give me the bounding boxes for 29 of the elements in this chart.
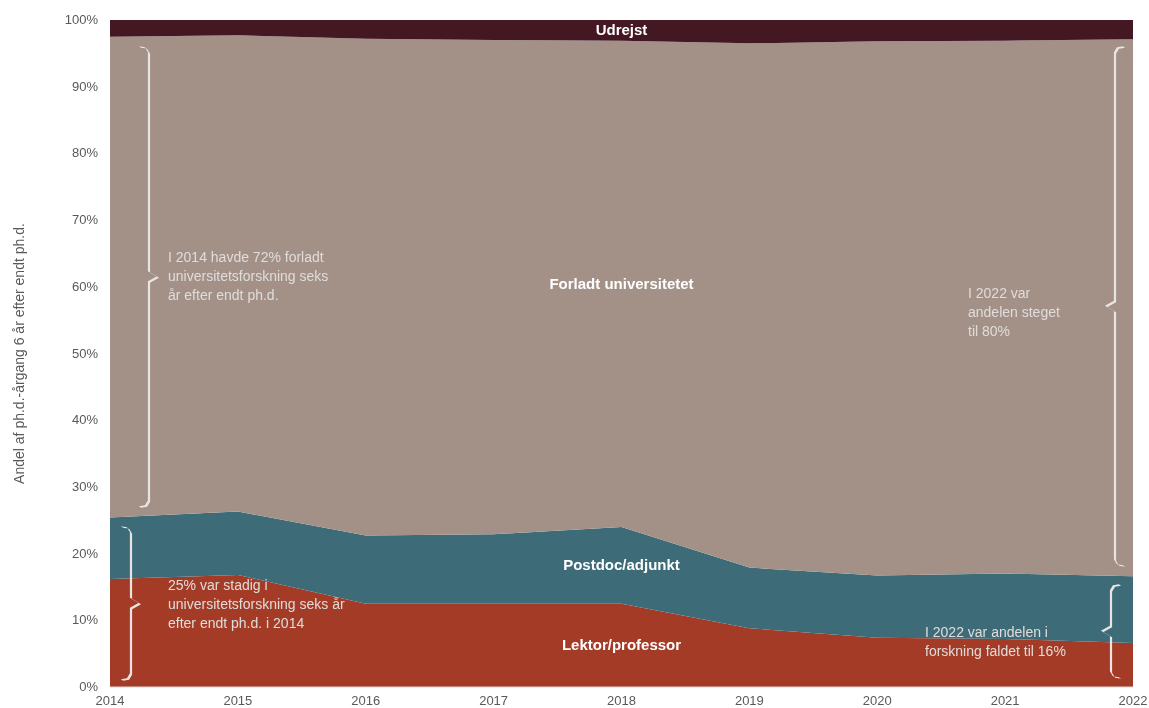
series-label: Lektor/professor [561,636,682,654]
y-tick-label: 20% [71,545,99,561]
x-tick-label: 2022 [1118,693,1148,708]
y-tick-label: 70% [71,212,99,228]
x-tick-label: 2019 [734,693,764,708]
x-tick-label: 2020 [862,693,892,708]
y-axis-title: Andel af ph.d.-årgang 6 år efter endt ph.d. [11,223,27,484]
y-tick-label: 40% [71,412,99,428]
series-label: Udrejst [595,21,648,39]
y-tick-label: 100% [64,12,99,27]
x-tick-label: 2014 [95,693,125,708]
y-tick-label: 10% [71,612,99,628]
series-label: Forladt universitetet [549,274,694,292]
series-label: Postdoc/adjunkt [563,556,680,574]
x-tick-label: 2021 [990,693,1020,708]
y-tick-label: 60% [71,278,99,294]
x-tick-label: 2015 [223,693,253,708]
x-tick-label: 2017 [479,693,509,708]
y-tick-label: 30% [71,478,99,494]
y-tick-label: 0% [79,679,99,694]
x-tick-label: 2016 [351,693,381,708]
annotation: I 2022 var andelen steget til 80% [968,285,1060,339]
annotation: I 2022 var andelen i forskning faldet til 16% [925,624,1066,659]
annotation: I 2014 havde 72% forladt universitetsforskning seks år efter endt ph.d. [168,249,329,303]
y-tick-label: 90% [71,78,99,94]
y-tick-label: 50% [71,345,99,361]
y-tick-label: 80% [71,145,99,161]
annotation: 25% var stadig i universitetsforskning seks år efter endt ph.d. i 2014 [168,577,345,631]
x-tick-label: 2018 [607,693,636,708]
